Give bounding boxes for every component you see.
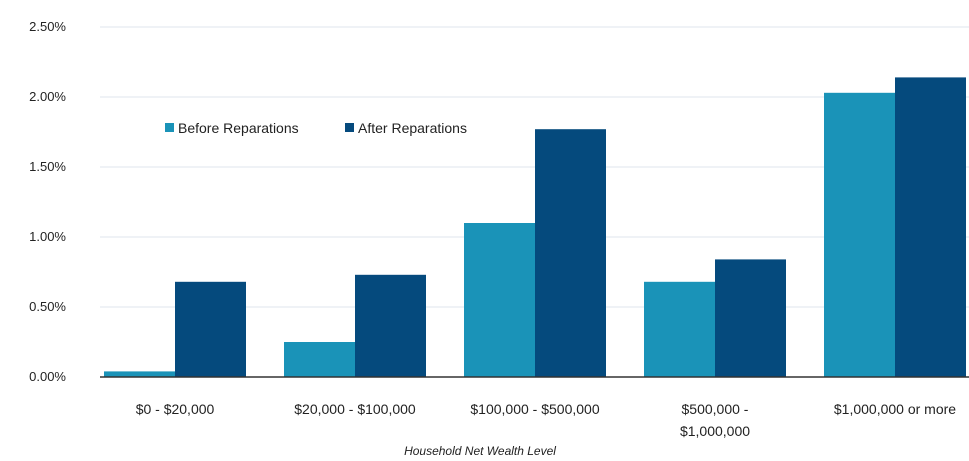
x-axis-title: Household Net Wealth Level <box>404 444 556 458</box>
y-tick-label: 0.00% <box>29 369 66 384</box>
bar-after-1 <box>355 274 426 377</box>
bar-after-0 <box>175 281 246 377</box>
legend-label-1: After Reparations <box>358 120 467 136</box>
legend-swatch-1 <box>345 123 354 132</box>
x-tick-label: $20,000 - $100,000 <box>294 401 416 417</box>
bar-before-2 <box>464 223 535 377</box>
bar-before-3 <box>644 281 715 377</box>
bar-before-4 <box>824 92 895 378</box>
x-tick-label: $0 - $20,000 <box>136 401 215 417</box>
x-tick-label: $1,000,000 or more <box>834 401 956 417</box>
bars <box>104 77 966 378</box>
y-tick-label: 0.50% <box>29 299 66 314</box>
x-tick-label: $500,000 -$1,000,000 <box>680 401 750 439</box>
legend-swatch-0 <box>165 123 174 132</box>
y-tick-label: 1.50% <box>29 159 66 174</box>
bar-before-0 <box>104 371 175 377</box>
legend-label-0: Before Reparations <box>178 120 299 136</box>
y-tick-label: 2.00% <box>29 89 66 104</box>
y-tick-label: 1.00% <box>29 229 66 244</box>
bar-after-3 <box>715 259 786 377</box>
bar-after-2 <box>535 129 606 377</box>
y-tick-label: 2.50% <box>29 19 66 34</box>
bar-after-4 <box>895 77 966 378</box>
axes: 0.00% 0.50% 1.00% 1.50% 2.00% 2.50% $0 - $20,0… <box>29 19 969 439</box>
legend: Before Reparations After Reparations <box>165 120 467 136</box>
x-tick-label: $100,000 - $500,000 <box>470 401 599 417</box>
bar-before-1 <box>284 342 355 377</box>
